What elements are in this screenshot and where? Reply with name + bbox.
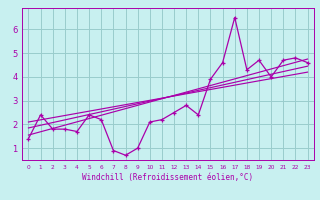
X-axis label: Windchill (Refroidissement éolien,°C): Windchill (Refroidissement éolien,°C): [83, 173, 253, 182]
